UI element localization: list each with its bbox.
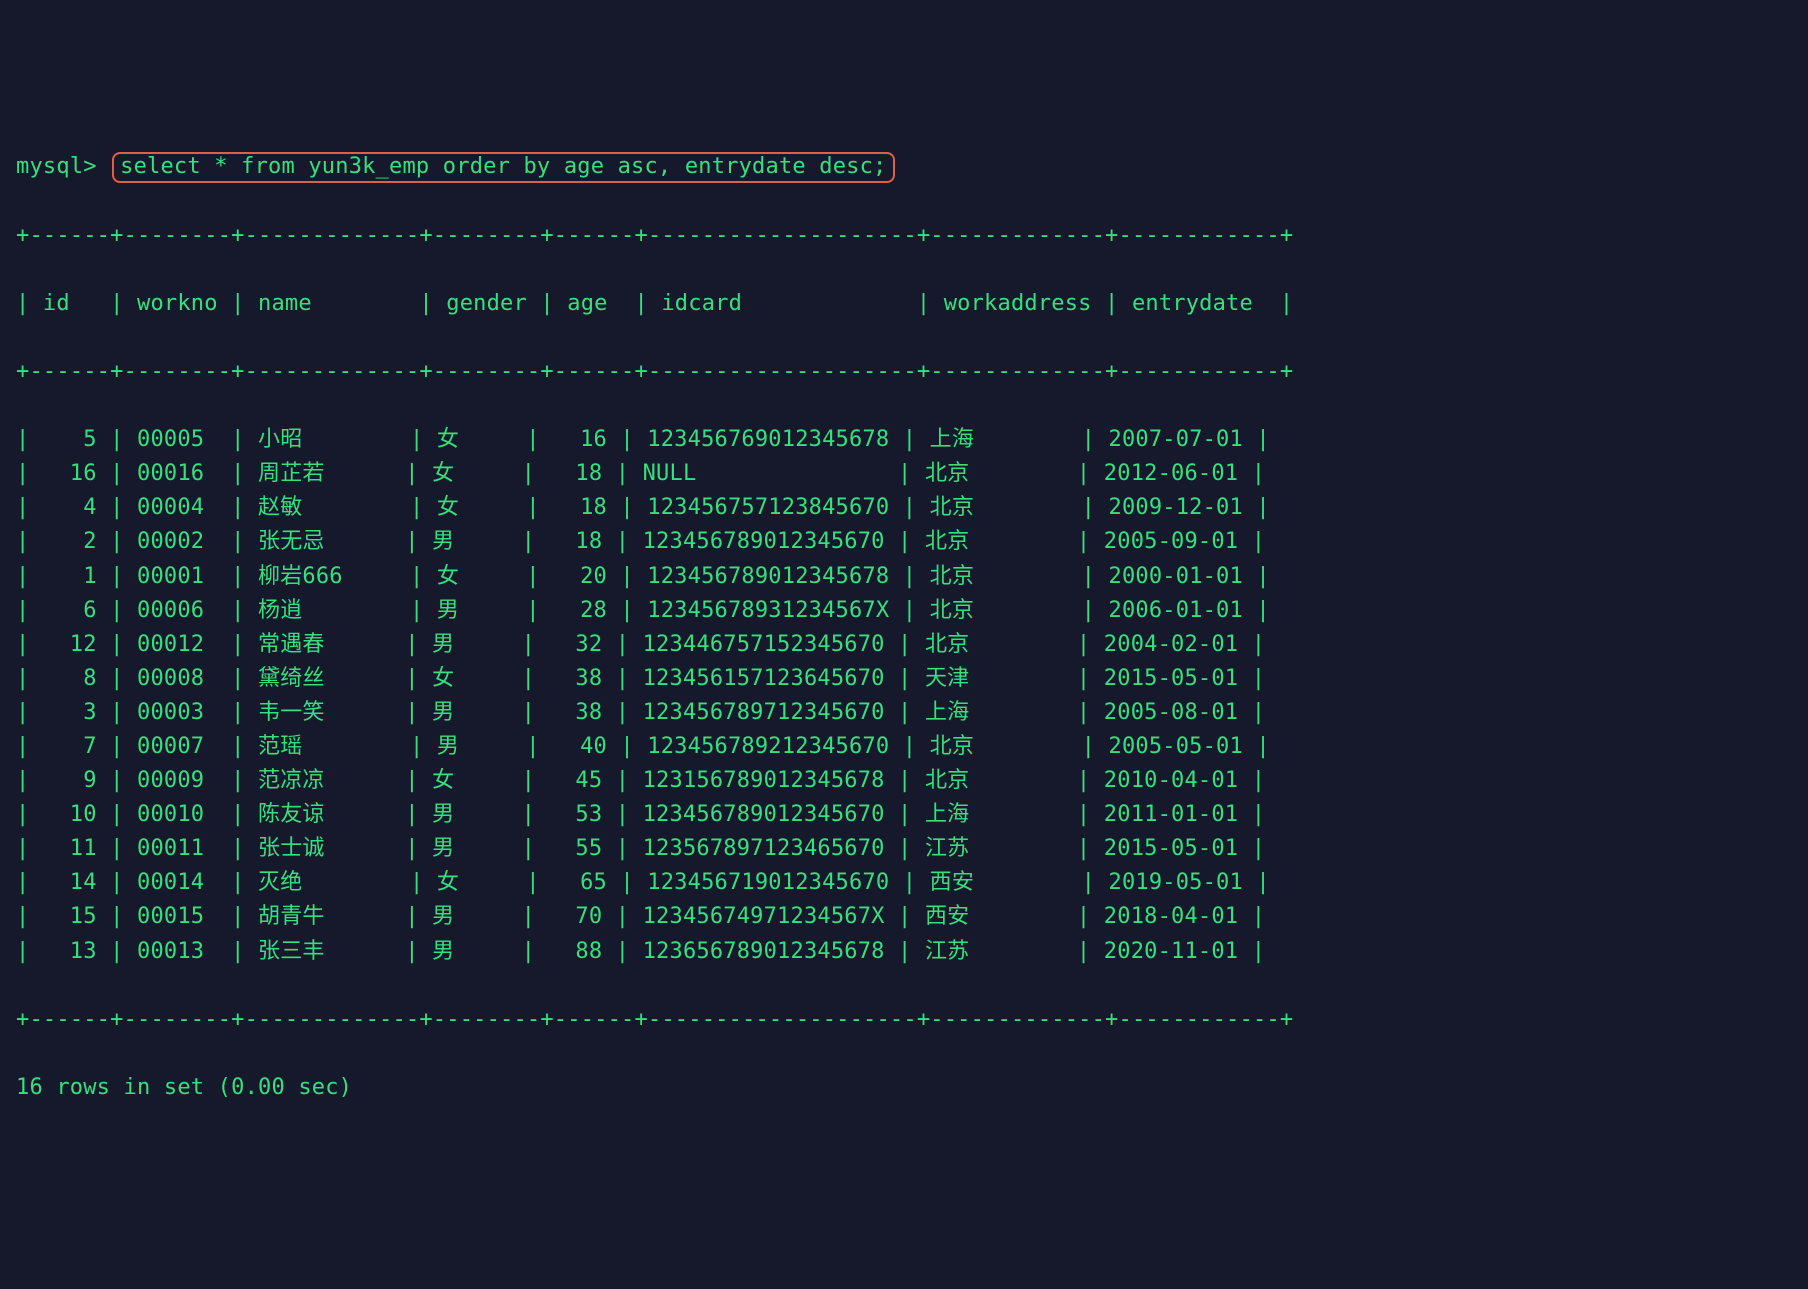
table-border-top: +------+--------+-------------+--------+… [16,219,1792,253]
prompt-line: mysql> select * from yun3k_emp order by … [16,150,1792,184]
table-row: | 4 | 00004 | 赵敏 | 女 | 18 | 123456757123… [16,491,1792,525]
table-row: | 16 | 00016 | 周芷若 | 女 | 18 | NULL | 北京 … [16,457,1792,491]
table-row: | 14 | 00014 | 灭绝 | 女 | 65 | 12345671901… [16,866,1792,900]
table-row: | 12 | 00012 | 常遇春 | 男 | 32 | 1234467571… [16,628,1792,662]
table-header: | id | workno | name | gender | age | id… [16,287,1792,321]
table-row: | 3 | 00003 | 韦一笑 | 男 | 38 | 12345678971… [16,696,1792,730]
table-rows: | 5 | 00005 | 小昭 | 女 | 16 | 123456769012… [16,423,1792,969]
mysql-prompt: mysql> [16,154,97,179]
table-row: | 8 | 00008 | 黛绮丝 | 女 | 38 | 12345615712… [16,662,1792,696]
table-border-mid: +------+--------+-------------+--------+… [16,355,1792,389]
table-row: | 10 | 00010 | 陈友谅 | 男 | 53 | 1234567890… [16,798,1792,832]
table-row: | 2 | 00002 | 张无忌 | 男 | 18 | 12345678901… [16,525,1792,559]
table-row: | 7 | 00007 | 范瑶 | 男 | 40 | 123456789212… [16,730,1792,764]
table-row: | 1 | 00001 | 柳岩666 | 女 | 20 | 123456789… [16,560,1792,594]
sql-query: select * from yun3k_emp order by age asc… [120,154,886,179]
table-row: | 6 | 00006 | 杨逍 | 男 | 28 | 123456789312… [16,594,1792,628]
table-row: | 13 | 00013 | 张三丰 | 男 | 88 | 1236567890… [16,935,1792,969]
table-row: | 11 | 00011 | 张士诚 | 男 | 55 | 1235678971… [16,832,1792,866]
table-row: | 5 | 00005 | 小昭 | 女 | 16 | 123456769012… [16,423,1792,457]
sql-query-highlight: select * from yun3k_emp order by age asc… [112,152,894,183]
result-footer: 16 rows in set (0.00 sec) [16,1071,1792,1105]
table-border-bottom: +------+--------+-------------+--------+… [16,1003,1792,1037]
table-row: | 9 | 00009 | 范凉凉 | 女 | 45 | 12315678901… [16,764,1792,798]
table-row: | 15 | 00015 | 胡青牛 | 男 | 70 | 1234567497… [16,900,1792,934]
